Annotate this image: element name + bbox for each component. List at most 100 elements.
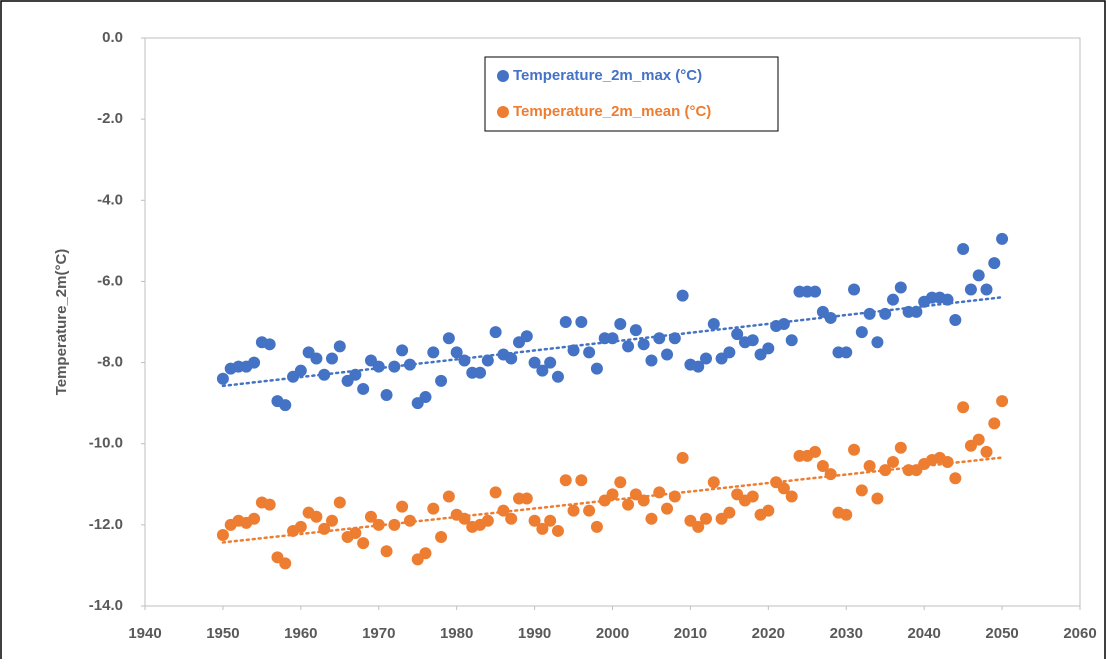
point [988, 417, 1001, 430]
point [707, 476, 720, 489]
point [863, 307, 876, 320]
point [809, 285, 822, 298]
point [957, 401, 970, 414]
point [879, 307, 892, 320]
point [583, 346, 596, 359]
point [723, 506, 736, 519]
point [310, 352, 323, 365]
point [707, 318, 720, 331]
point [668, 490, 681, 503]
point [559, 316, 572, 328]
point [318, 522, 331, 535]
point [583, 504, 596, 517]
point [403, 358, 416, 371]
point [435, 374, 448, 387]
y-tick-label: -8.0 [97, 354, 123, 371]
point [848, 443, 861, 456]
point [489, 486, 502, 499]
point [357, 537, 370, 550]
point [840, 346, 853, 359]
point [700, 512, 712, 525]
point [785, 490, 798, 503]
point [661, 348, 674, 361]
point [590, 520, 603, 533]
point [723, 346, 736, 359]
point [863, 460, 876, 473]
x-tick-label: 1970 [362, 625, 395, 642]
point [762, 504, 775, 517]
point [700, 352, 712, 365]
point [731, 328, 744, 341]
point [528, 514, 541, 527]
point [824, 468, 837, 481]
point [528, 356, 541, 369]
y-tick-label: 0.0 [102, 29, 123, 46]
point [263, 338, 276, 351]
legend-marker [497, 70, 509, 82]
point [419, 547, 432, 560]
legend-marker [497, 106, 509, 118]
point [326, 514, 338, 527]
point [396, 500, 409, 513]
x-tick-label: 1950 [206, 625, 239, 642]
x-tick-label: 1960 [284, 625, 317, 642]
point [396, 344, 409, 357]
point [559, 474, 572, 487]
point [419, 391, 432, 404]
point [489, 326, 502, 339]
point [941, 455, 954, 468]
point [442, 490, 455, 503]
point [380, 389, 393, 402]
point [333, 340, 346, 353]
y-tick-label: -10.0 [89, 435, 123, 452]
y-tick-label: -12.0 [89, 516, 123, 533]
point [661, 502, 674, 515]
point [996, 395, 1009, 408]
point [427, 346, 440, 359]
point [606, 332, 619, 345]
point [809, 445, 822, 458]
point [349, 368, 362, 381]
point [676, 289, 689, 302]
legend-label: Temperature_2m_mean (°C) [513, 103, 711, 120]
point [349, 526, 362, 539]
x-tick-label: 2050 [985, 625, 1018, 642]
point [972, 269, 985, 282]
point [637, 338, 650, 351]
point [964, 283, 977, 296]
point [676, 451, 689, 464]
y-tick-label: -2.0 [97, 110, 123, 127]
point [949, 472, 962, 485]
point [910, 305, 923, 318]
point [520, 492, 533, 505]
point [871, 336, 884, 349]
point [692, 360, 705, 373]
point [949, 313, 962, 326]
point [435, 531, 448, 544]
point [388, 518, 401, 531]
point [622, 498, 635, 511]
point [855, 326, 868, 339]
x-tick-label: 1990 [518, 625, 551, 642]
point [887, 455, 899, 468]
point [216, 372, 229, 385]
x-tick-label: 1940 [128, 625, 161, 642]
point [575, 474, 588, 487]
point [972, 433, 985, 446]
point [567, 344, 580, 357]
point [957, 242, 970, 255]
x-tick-label: 2020 [752, 625, 785, 642]
point [980, 283, 993, 296]
point [606, 488, 619, 501]
point [248, 512, 261, 525]
point [840, 508, 853, 521]
point [941, 293, 954, 306]
x-tick-label: 2040 [907, 625, 940, 642]
point [427, 502, 440, 515]
point [248, 356, 261, 369]
point [544, 514, 557, 527]
point [894, 281, 907, 294]
point [505, 512, 518, 525]
